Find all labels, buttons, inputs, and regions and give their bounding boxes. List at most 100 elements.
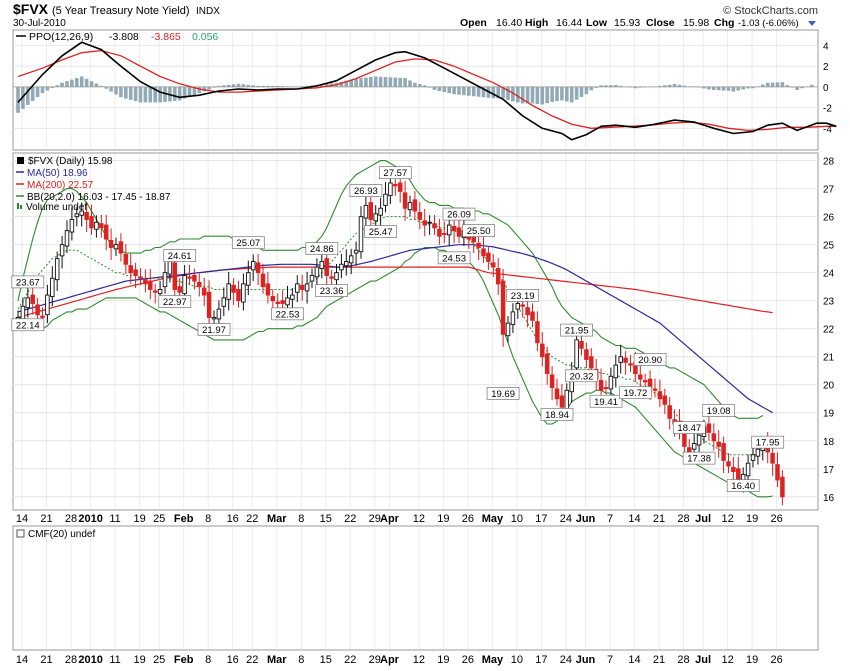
- price-annotation-box: [682, 451, 716, 465]
- candle-body: [530, 311, 535, 321]
- x-axis-label: Jul: [695, 513, 711, 525]
- volume-legend-label: Volume undef: [26, 202, 87, 213]
- price-annotation-label: 24.53: [442, 253, 466, 264]
- x-axis-label-bottom: 16: [227, 654, 239, 666]
- price-candle: [226, 271, 231, 311]
- price-candle: [500, 269, 506, 347]
- dropdown-arrow-icon[interactable]: [808, 21, 816, 26]
- price-annotation-box: [619, 386, 652, 399]
- ppo-hist-bar: [432, 86, 437, 90]
- candle-body: [427, 221, 432, 224]
- price-candle: [486, 246, 491, 270]
- candle-body: [187, 276, 192, 279]
- ma50-line: [17, 244, 773, 414]
- ppo-hist-bar: [614, 85, 618, 87]
- ppo-y-tick-label: -2: [823, 104, 832, 115]
- price-annotation-label: 18.47: [677, 423, 701, 434]
- x-axis-label-bottom: 22: [344, 654, 356, 666]
- price-annotation-label: 26.09: [447, 210, 471, 221]
- price-annotation-label: 24.86: [310, 244, 334, 255]
- x-axis-label-bottom: 19: [746, 654, 758, 666]
- candle-body: [652, 388, 658, 391]
- price-annotation-box: [702, 404, 736, 417]
- price-candle: [231, 278, 236, 305]
- price-candle: [623, 351, 628, 375]
- ppo-hist-bar: [452, 86, 456, 95]
- x-axis-label: 16: [227, 513, 239, 525]
- ppo-legend-label: PPO(12,26,9): [29, 31, 93, 43]
- price-y-tick-label: 18: [823, 437, 835, 448]
- candle-body: [745, 462, 751, 477]
- x-axis-label: Mar: [267, 513, 287, 525]
- candle-body: [304, 283, 310, 292]
- x-axis-label: 28: [677, 513, 689, 525]
- x-axis-label: 19: [133, 513, 145, 525]
- ppo-hist-bar: [658, 85, 662, 87]
- price-candle: [451, 217, 457, 244]
- ppo-hist-bar: [511, 86, 515, 102]
- candle-body: [216, 308, 222, 320]
- x-axis-label: 29: [369, 513, 381, 525]
- candle-body: [731, 466, 736, 473]
- price-annotation-label: 26.93: [354, 186, 378, 197]
- price-candle: [378, 197, 383, 228]
- ppo-hist-bar: [535, 86, 540, 104]
- price-candle: [172, 255, 178, 300]
- cmf-legend-label: CMF(20) undef: [28, 529, 95, 540]
- candle-body: [613, 364, 619, 379]
- ppo-hist-bar: [770, 82, 775, 87]
- ppo-hist-bar: [476, 86, 481, 97]
- candle-body: [520, 304, 525, 307]
- candle-body: [123, 254, 129, 265]
- x-axis-label: 21: [653, 513, 665, 525]
- price-candle: [250, 254, 256, 282]
- price-annotation-label: 23.36: [320, 286, 344, 297]
- price-annotation-label: 18.94: [545, 410, 569, 421]
- ppo-hist-bar: [275, 85, 280, 87]
- ppo-hist-bar: [217, 85, 221, 87]
- ppo-hist-bar: [413, 82, 417, 87]
- price-annotation-box: [565, 369, 598, 383]
- price-candle: [432, 214, 437, 235]
- price-annotation: 21.95: [560, 323, 593, 337]
- candle-body: [79, 210, 84, 216]
- candle-body: [667, 405, 672, 419]
- price-annotation: 18.47: [672, 421, 706, 434]
- price-annotation-label: 25.50: [467, 226, 491, 237]
- price-annotation: 26.93: [349, 184, 383, 197]
- candle-body: [515, 303, 521, 310]
- price-annotation-label: 21.95: [565, 326, 589, 337]
- price-candle: [711, 423, 717, 451]
- price-candle: [206, 280, 212, 331]
- ppo-hist-bar: [442, 86, 447, 93]
- price-annotation: 19.41: [589, 394, 623, 408]
- price-candle: [544, 346, 550, 385]
- price-annotation: 23.36: [315, 284, 348, 297]
- price-annotations: 23.67 22.14 24.61 22.97 21.97 25.07 22.53 24.86…: [11, 166, 785, 492]
- x-axis-label-bottom: Feb: [174, 654, 194, 666]
- candle-body: [299, 284, 305, 290]
- candle-body: [290, 294, 295, 300]
- ppo-hist-bar: [65, 81, 69, 87]
- cmf-legend-swatch: [16, 529, 25, 538]
- ppo-legend-signal-value: -3.865: [151, 31, 181, 43]
- ppo-hist-bar: [765, 82, 770, 87]
- candle-body: [280, 300, 285, 304]
- ppo-hist-bar: [35, 86, 40, 98]
- price-candle: [780, 470, 785, 506]
- candle-body: [353, 249, 359, 254]
- price-y-tick-label: 28: [823, 157, 835, 168]
- ppo-hist-bar: [55, 85, 59, 87]
- x-axis-label: 19: [437, 513, 449, 525]
- x-axis-label-bottom: 10: [511, 654, 523, 666]
- candle-body: [344, 261, 349, 267]
- ppo-y-tick-label: 2: [823, 62, 829, 73]
- candle-body: [437, 228, 442, 237]
- candle-body: [241, 283, 246, 303]
- ppo-hist-bar: [246, 84, 251, 87]
- ppo-hist-bar: [496, 86, 500, 99]
- candle-body: [535, 321, 540, 344]
- price-candle: [417, 202, 423, 230]
- candle-body: [99, 223, 104, 229]
- price-annotation: 25.47: [364, 225, 397, 238]
